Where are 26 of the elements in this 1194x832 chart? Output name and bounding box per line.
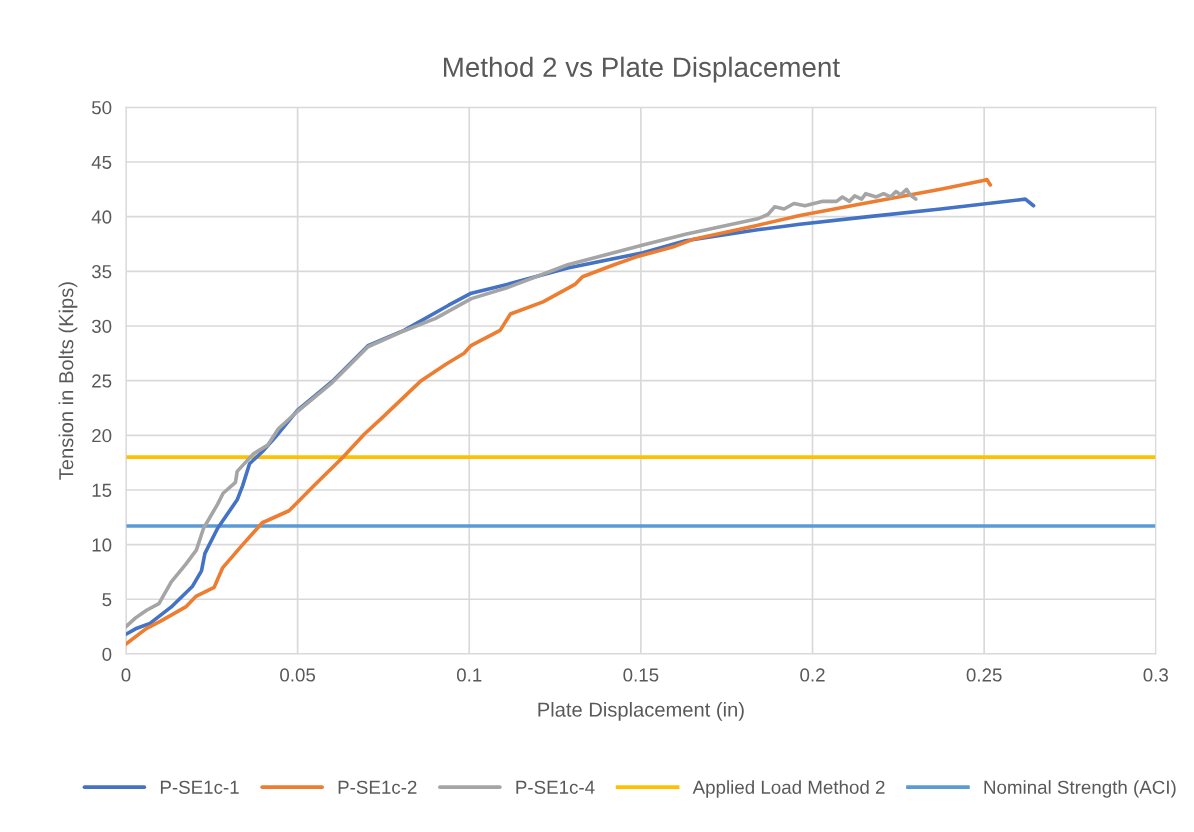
x-tick-label: 0.15 <box>623 668 659 682</box>
y-tick-label: 35 <box>91 265 112 279</box>
x-tick-label: 0.25 <box>966 668 1002 682</box>
x-tick-label: 0.2 <box>800 668 825 682</box>
x-tick-label: 0 <box>121 668 131 682</box>
legend-label: Applied Load Method 2 <box>692 780 885 798</box>
x-tick-label: 0.1 <box>456 668 482 682</box>
y-tick-label: 10 <box>92 538 112 552</box>
y-tick-label: 15 <box>92 483 112 497</box>
y-tick-label: 50 <box>91 101 112 115</box>
y-axis-title: Tension in Bolts (Kips) <box>58 282 78 480</box>
y-tick-label: 40 <box>91 210 112 224</box>
legend-label: P-SE1c-1 <box>160 780 239 794</box>
x-axis-title: Plate Displacement (in) <box>538 701 744 721</box>
y-tick-label: 25 <box>92 374 112 388</box>
y-tick-label: 45 <box>91 155 112 169</box>
x-tick-label: 0.05 <box>280 668 316 682</box>
chart-title: Method 2 vs Plate Displacement <box>444 56 840 83</box>
legend-label: Nominal Strength (ACI) <box>984 780 1176 798</box>
legend-label: P-SE1c-2 <box>338 780 417 794</box>
y-tick-label: 5 <box>102 593 112 607</box>
y-tick-label: 30 <box>91 319 112 333</box>
legend-label: P-SE1c-4 <box>516 780 595 794</box>
y-tick-label: 20 <box>92 429 112 443</box>
y-tick-label: 0 <box>102 647 112 661</box>
x-tick-label: 0.3 <box>1143 668 1168 682</box>
